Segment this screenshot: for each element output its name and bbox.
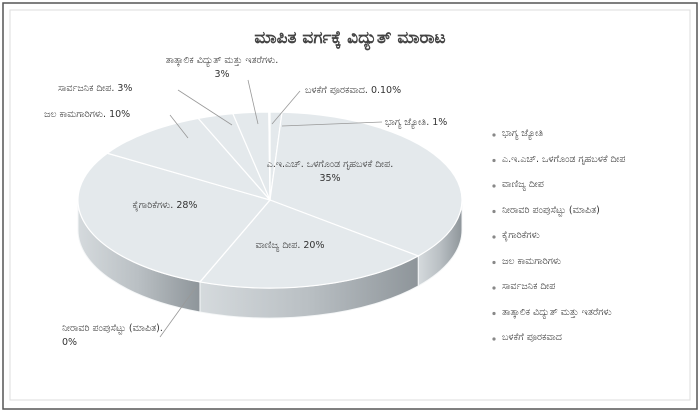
legend-marker xyxy=(492,260,496,265)
legend-label: ವಾಣಿಜ್ಯ ದೀಪ xyxy=(502,179,544,190)
legend-marker xyxy=(492,286,496,290)
leader-line xyxy=(271,90,301,125)
legend-label: ನೀರಾವರಿ ಪಂಪುಸೆಟ್ಟು (ಮಾಪಿತ) xyxy=(502,204,600,216)
leader-line xyxy=(159,286,197,338)
leader-line xyxy=(281,121,383,127)
slice xyxy=(268,111,271,201)
chart-title: ಮಾಪಿತ ವರ್ಗಕ್ಕೆ ವಿದ್ಯುತ್ ಮಾರಾಟ xyxy=(254,28,446,48)
legend-marker xyxy=(492,337,496,341)
legend-label: ಕೈಗಾರಿಕೆಗಳು xyxy=(502,230,540,241)
data-label: ವಾಣಿಜ್ಯ ದೀಪ. 20% xyxy=(255,240,325,251)
data-label: ಜಲ ಕಾಮಗಾರಿಗಳು. 10% xyxy=(44,109,131,120)
slice xyxy=(198,199,420,289)
slice xyxy=(77,152,272,283)
slice xyxy=(269,111,463,257)
chart-border xyxy=(9,9,691,401)
legend-label: ಭಾಗ್ಯ ಜ್ಯೋತಿ xyxy=(502,128,544,139)
legend-marker xyxy=(492,133,496,137)
leader-line xyxy=(247,79,259,125)
legend-label: ತಾತ್ಕಾಲಿಕ ವಿದ್ಯುತ್ ಮತ್ತು ಇತರೆಗಳು xyxy=(502,306,612,318)
legend-marker xyxy=(492,311,496,316)
legend-marker xyxy=(492,235,496,239)
data-label: ಎ.ಇ.ಎಚ್. ಒಳಗೊಂಡ ಗೃಹಬಳಕೆ ದೀಪ. 35% xyxy=(266,159,394,184)
leader-line xyxy=(169,114,189,139)
legend-label: ಜಲ ಕಾಮಗಾರಿಗಳು xyxy=(502,255,562,267)
legend-label: ಬಳಕೆಗೆ ಪೂರಕವಾದ xyxy=(502,332,562,343)
data-label: ಸಾರ್ವಜನಿಕ ದೀಪ. 3% xyxy=(58,83,133,94)
leader-line xyxy=(177,89,233,126)
data-label: ಭಾಗ್ಯ ಜ್ಯೋತಿ. 1% xyxy=(385,117,448,128)
legend-marker xyxy=(492,158,496,163)
data-label: ಬಳಕೆಗೆ ಪೂರಕವಾದ. 0.10% xyxy=(305,85,402,96)
legend-marker xyxy=(492,209,496,214)
legend-marker xyxy=(492,184,496,188)
data-label: ಕೈಗಾರಿಕೆಗಳು. 28% xyxy=(132,200,198,211)
data-label: ತಾತ್ಕಾಲಿಕ ವಿದ್ಯುತ್ ಮತ್ತು ಇತರೆಗಳು. 3% xyxy=(165,55,279,80)
slice xyxy=(106,117,272,202)
data-label: ನೀರಾವರಿ ಪಂಪುಸೆಟ್ಟು (ಮಾಪಿತ). 0% xyxy=(62,323,163,348)
legend-label: ಎ.ಇ.ಎಚ್. ಒಳಗೊಂಡ ಗೃಹಬಳಕೆ ದೀಪ xyxy=(502,153,626,165)
legend-label: ಸಾರ್ವಜನಿಕ ದೀಪ xyxy=(502,281,556,292)
